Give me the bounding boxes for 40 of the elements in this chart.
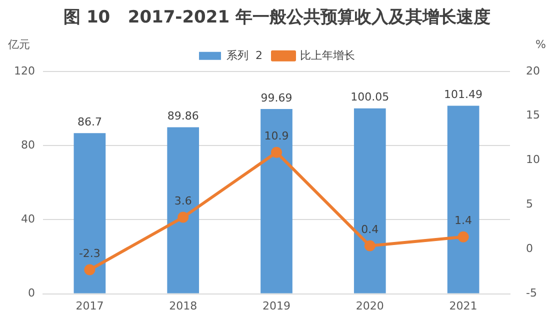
y2-tick-label: 0 bbox=[526, 242, 534, 256]
y2-tick-label: 10 bbox=[526, 153, 540, 166]
x-tick-label: 2017 bbox=[76, 299, 104, 312]
y2-tick-label: 15 bbox=[526, 108, 540, 122]
y-tick-label: 120 bbox=[14, 64, 35, 78]
data-label: 3.6 bbox=[174, 194, 192, 208]
y2-tick-label: 20 bbox=[526, 64, 540, 78]
data-label: 89.86 bbox=[167, 110, 199, 123]
bar bbox=[447, 106, 480, 294]
x-tick-label: 2020 bbox=[356, 299, 384, 312]
data-label: 0.4 bbox=[361, 223, 379, 236]
legend-label: 系列 2 bbox=[226, 48, 263, 62]
point bbox=[271, 146, 282, 158]
y2-tick-label: -5 bbox=[526, 286, 537, 300]
y2-tick-label: 5 bbox=[526, 198, 534, 211]
x-tick-label: 2019 bbox=[262, 299, 290, 312]
bar bbox=[260, 109, 292, 294]
y-tick-label: 40 bbox=[20, 212, 35, 226]
y-tick-label: 0 bbox=[28, 286, 35, 300]
bar bbox=[167, 127, 200, 294]
data-label: 101.49 bbox=[444, 88, 483, 102]
data-label: 100.05 bbox=[350, 90, 390, 104]
point bbox=[84, 264, 96, 276]
y-axis-title: 亿元 bbox=[7, 38, 30, 51]
point bbox=[458, 231, 469, 242]
chart-title: 图 10 2017-2021 年一般公共预算收入及其增长速度 bbox=[64, 8, 490, 28]
bar bbox=[74, 133, 106, 294]
data-label: 99.69 bbox=[260, 91, 292, 104]
data-label: -2.3 bbox=[78, 247, 100, 260]
data-label: 86.7 bbox=[77, 115, 102, 128]
bar bbox=[354, 108, 386, 294]
x-tick-label: 2021 bbox=[449, 299, 478, 312]
point bbox=[178, 212, 189, 223]
y2-axis-title: % bbox=[536, 38, 546, 51]
data-label: 10.9 bbox=[264, 130, 289, 143]
x-tick-label: 2018 bbox=[169, 299, 198, 312]
y-tick-label: 80 bbox=[20, 138, 35, 152]
data-label: 1.4 bbox=[454, 214, 472, 228]
point bbox=[364, 240, 376, 252]
legend-label: 比上年增长 bbox=[300, 48, 355, 62]
